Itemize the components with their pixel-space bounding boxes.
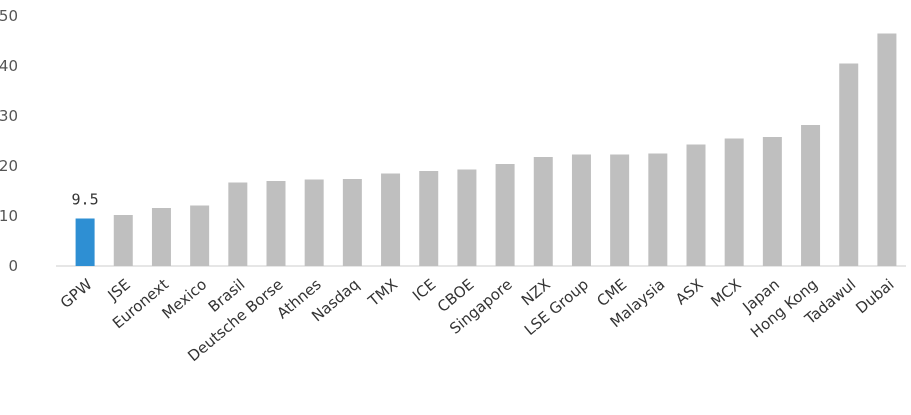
bar-deutsche-borse (266, 181, 286, 266)
y-tick-label: 40 (0, 57, 18, 75)
bar-lse-group (571, 154, 591, 266)
bar-mexico (190, 205, 210, 266)
bar-cme (610, 154, 630, 266)
x-tick-label: GPW (57, 275, 96, 312)
bar-japan (762, 137, 782, 266)
x-tick-label: ASX (672, 275, 707, 308)
bar-asx (686, 144, 706, 266)
bar-malaysia (648, 153, 668, 266)
bar-singapore (495, 164, 515, 266)
y-tick-label: 10 (0, 207, 18, 225)
y-axis: 0 10 20 30 40 50 (0, 7, 18, 275)
bar-dubai (877, 33, 897, 266)
y-tick-label: 50 (0, 7, 18, 25)
bar-ice (419, 171, 439, 266)
x-tick-label: TMX (364, 275, 401, 310)
bar-gpw (75, 218, 95, 266)
bar-hong-kong (801, 125, 821, 266)
bar-tmx (381, 173, 401, 266)
y-tick-label: 0 (8, 257, 18, 275)
bars (75, 33, 897, 266)
bar-tadawul (839, 63, 859, 266)
data-labels: 9.5 (72, 191, 99, 209)
bar-cboe (457, 169, 477, 266)
bar-euronext (151, 208, 171, 266)
data-label: 9.5 (72, 191, 99, 209)
bar-brasil (228, 182, 248, 266)
y-tick-label: 20 (0, 157, 18, 175)
bar-nasdaq (342, 179, 362, 266)
bar-mcx (724, 138, 744, 266)
x-tick-label: MCX (707, 275, 744, 310)
bar-nzx (533, 157, 553, 266)
bar-athnes (304, 179, 324, 266)
y-tick-label: 30 (0, 107, 18, 125)
bar-jse (113, 215, 133, 266)
x-tick-label: Dubai (852, 275, 897, 317)
